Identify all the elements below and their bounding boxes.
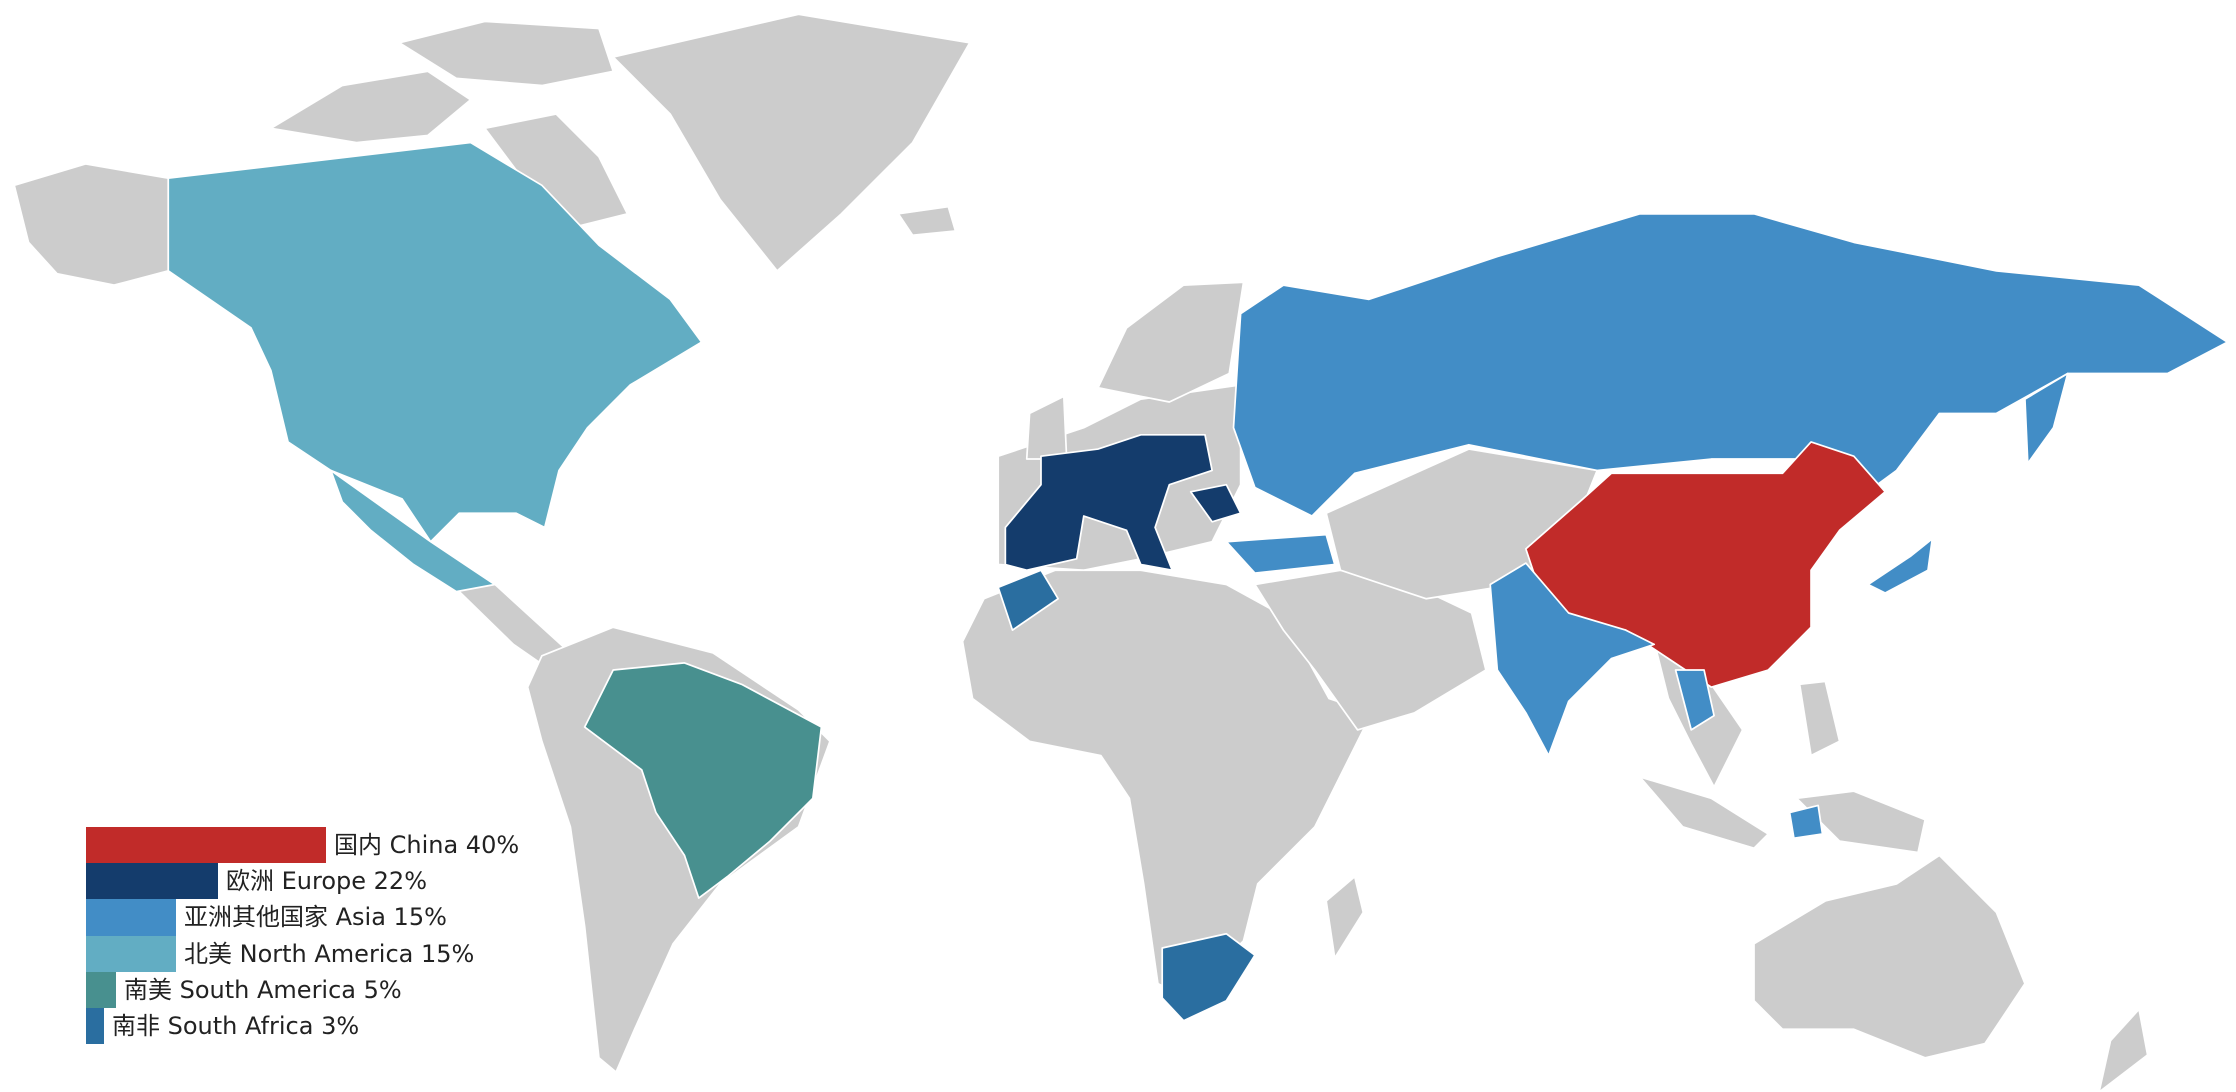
region-arctic-islands	[270, 70, 472, 144]
region-india	[1489, 562, 1656, 757]
region-new-zealand	[2098, 1008, 2149, 1092]
legend-bar	[86, 971, 116, 1008]
region-scandinavia	[1097, 281, 1245, 403]
legend-item-asia: 亚洲其他国家 Asia 15%	[86, 899, 519, 936]
region-russia	[1232, 212, 2229, 517]
legend-label: 南非 South Africa 3%	[112, 1012, 360, 1041]
legend-bar	[86, 1007, 104, 1045]
legend-item-south-africa: 南非 South Africa 3%	[86, 1007, 519, 1045]
region-south-africa	[1161, 932, 1256, 1022]
region-north-america	[167, 141, 703, 543]
region-malaysia	[1788, 804, 1824, 840]
region-mexico	[329, 469, 496, 593]
legend-label: 南美 South America 5%	[124, 975, 402, 1004]
legend: 国内 China 40% 欧洲 Europe 22% 亚洲其他国家 Asia 1…	[86, 827, 520, 1045]
legend-item-china: 国内 China 40%	[86, 827, 520, 864]
region-thailand	[1674, 669, 1715, 731]
region-greenland	[612, 13, 971, 272]
legend-label: 亚洲其他国家 Asia 15%	[184, 903, 447, 932]
region-madagascar	[1325, 875, 1365, 959]
region-western-europe	[1004, 433, 1213, 572]
legend-label: 国内 China 40%	[334, 831, 520, 860]
region-iceland	[897, 205, 957, 237]
region-philippines	[1798, 680, 1841, 757]
region-alaska	[13, 163, 170, 286]
legend-label: 北美 North America 15%	[184, 939, 475, 968]
legend-bar	[86, 899, 176, 936]
legend-item-europe: 欧洲 Europe 22%	[86, 863, 519, 900]
region-brazil	[583, 662, 823, 899]
region-japan	[1867, 538, 1934, 594]
legend-bar	[86, 863, 218, 900]
region-morocco	[997, 569, 1059, 631]
region-kamchatka	[2024, 372, 2069, 465]
region-indonesia	[1795, 790, 1926, 854]
legend-label: 欧洲 Europe 22%	[226, 867, 427, 896]
legend-bar	[86, 827, 326, 864]
region-australia	[1753, 854, 2026, 1059]
region-arctic-islands	[398, 20, 615, 87]
legend-item-south-america: 南美 South America 5%	[86, 971, 519, 1008]
legend-item-north-america: 北美 North America 15%	[86, 935, 519, 972]
region-uk	[1025, 395, 1068, 460]
region-indonesia	[1639, 776, 1770, 850]
legend-bar	[86, 935, 176, 972]
region-turkey	[1225, 533, 1336, 574]
region-africa	[961, 569, 1373, 999]
region-romania	[1189, 483, 1242, 523]
